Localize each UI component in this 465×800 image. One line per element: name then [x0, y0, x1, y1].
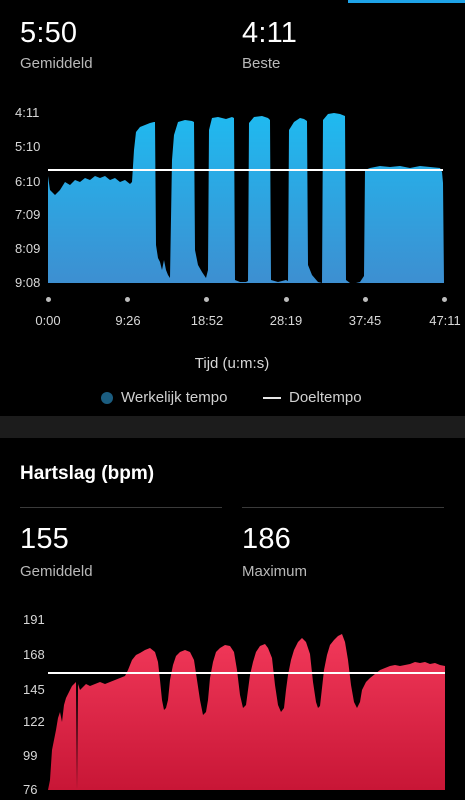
- average-pace-label: Gemiddeld: [20, 55, 93, 72]
- average-pace-value: 5:50: [20, 17, 78, 49]
- heart-rate-area: [48, 634, 445, 790]
- pace-x-tick-dot: [284, 297, 289, 302]
- pace-x-axis-title: Tijd (u:m:s): [194, 355, 270, 372]
- best-pace-label: Beste: [242, 55, 281, 72]
- average-hr-value: 155: [20, 523, 69, 555]
- legend-target-pace[interactable]: Doeltempo: [263, 389, 362, 406]
- pace-x-tick-dot: [363, 297, 368, 302]
- heart-rate-title: Hartslag (bpm): [20, 463, 155, 484]
- average-hr-label: Gemiddeld: [20, 563, 93, 580]
- section-separator: [0, 416, 465, 438]
- hr-y-tick: 76: [23, 782, 38, 797]
- pace-area: [48, 113, 444, 283]
- legend-actual-pace[interactable]: Werkelijk tempo: [101, 389, 227, 406]
- pace-y-tick: 5:10: [15, 139, 41, 154]
- pace-chart: [48, 113, 444, 283]
- hr-y-tick: 145: [23, 682, 45, 697]
- hr-y-tick: 99: [23, 748, 38, 763]
- pace-x-tick: 28:19: [269, 313, 303, 328]
- pace-y-tick: 4:11: [15, 105, 40, 120]
- legend-dot-icon: [101, 391, 113, 404]
- heart-rate-chart: [48, 634, 445, 790]
- pace-y-tick: 7:09: [15, 207, 41, 222]
- pace-x-tick-dot: [125, 297, 130, 302]
- legend-target-label: Doeltempo: [289, 389, 362, 406]
- best-pace-value: 4:11: [242, 17, 298, 49]
- top-accent-bar: [348, 0, 465, 3]
- legend-line-icon: [263, 396, 281, 399]
- pace-x-tick: 9:26: [115, 313, 141, 328]
- pace-x-tick-dot: [442, 297, 447, 302]
- pace-x-tick-dot: [204, 297, 209, 302]
- max-hr-value: 186: [242, 523, 291, 555]
- hr-y-tick: 122: [23, 714, 45, 729]
- hr-y-tick: 168: [23, 647, 45, 662]
- pace-y-tick: 8:09: [15, 241, 41, 256]
- pace-x-tick: 18:52: [190, 313, 224, 328]
- pace-x-tick: 0:00: [35, 313, 61, 328]
- hr-y-tick: 191: [23, 612, 45, 627]
- divider: [20, 507, 222, 508]
- pace-x-tick: 47:11: [429, 313, 461, 328]
- pace-x-tick-dot: [46, 297, 51, 302]
- pace-x-tick: 37:45: [348, 313, 382, 328]
- legend-actual-label: Werkelijk tempo: [121, 389, 228, 406]
- pace-y-tick: 6:10: [15, 174, 41, 189]
- divider: [242, 507, 444, 508]
- max-hr-label: Maximum: [242, 563, 308, 580]
- pace-y-tick: 9:08: [15, 275, 41, 290]
